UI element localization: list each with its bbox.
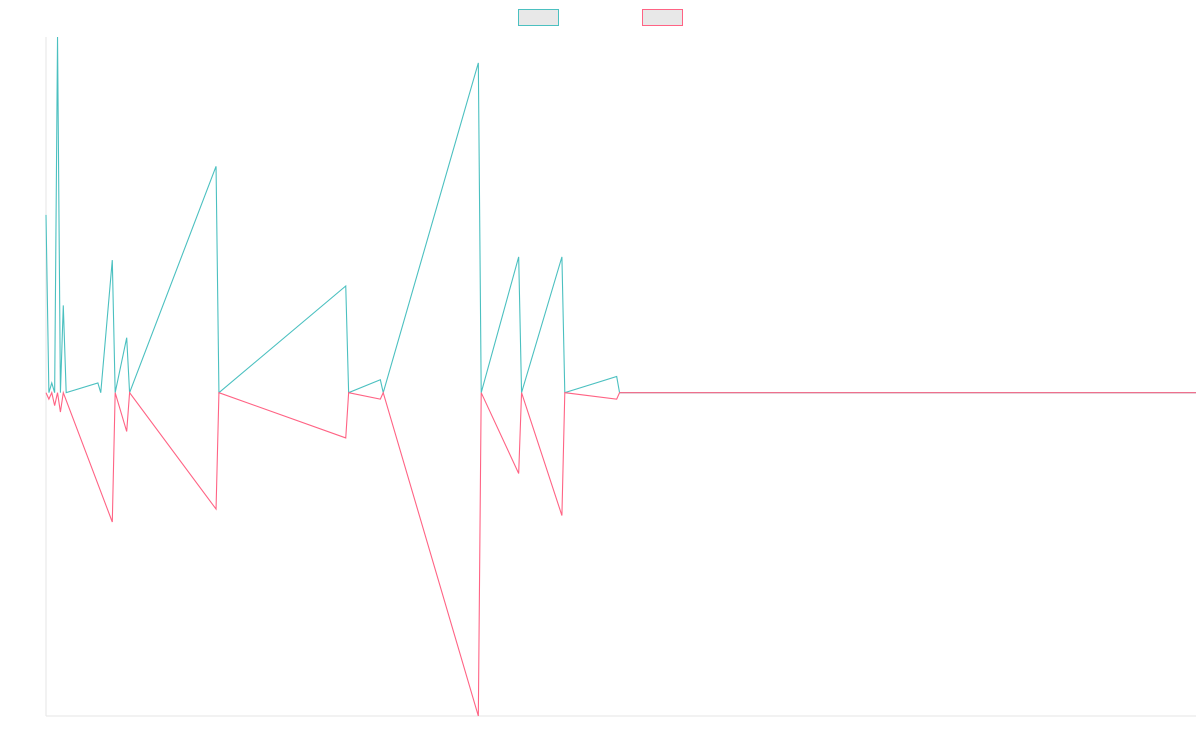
legend-swatch-1[interactable]: [518, 9, 559, 26]
series-group: [45, 36, 1196, 717]
series-line-2: [45, 390, 1196, 717]
legend-swatch-2[interactable]: [642, 9, 683, 26]
axes: [45, 37, 1196, 717]
legend: [518, 9, 683, 26]
series-line-1: [45, 36, 1196, 394]
